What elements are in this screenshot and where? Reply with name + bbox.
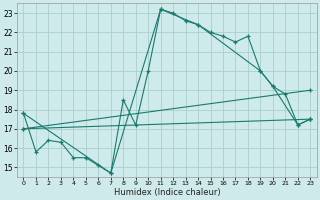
X-axis label: Humidex (Indice chaleur): Humidex (Indice chaleur) bbox=[114, 188, 220, 197]
